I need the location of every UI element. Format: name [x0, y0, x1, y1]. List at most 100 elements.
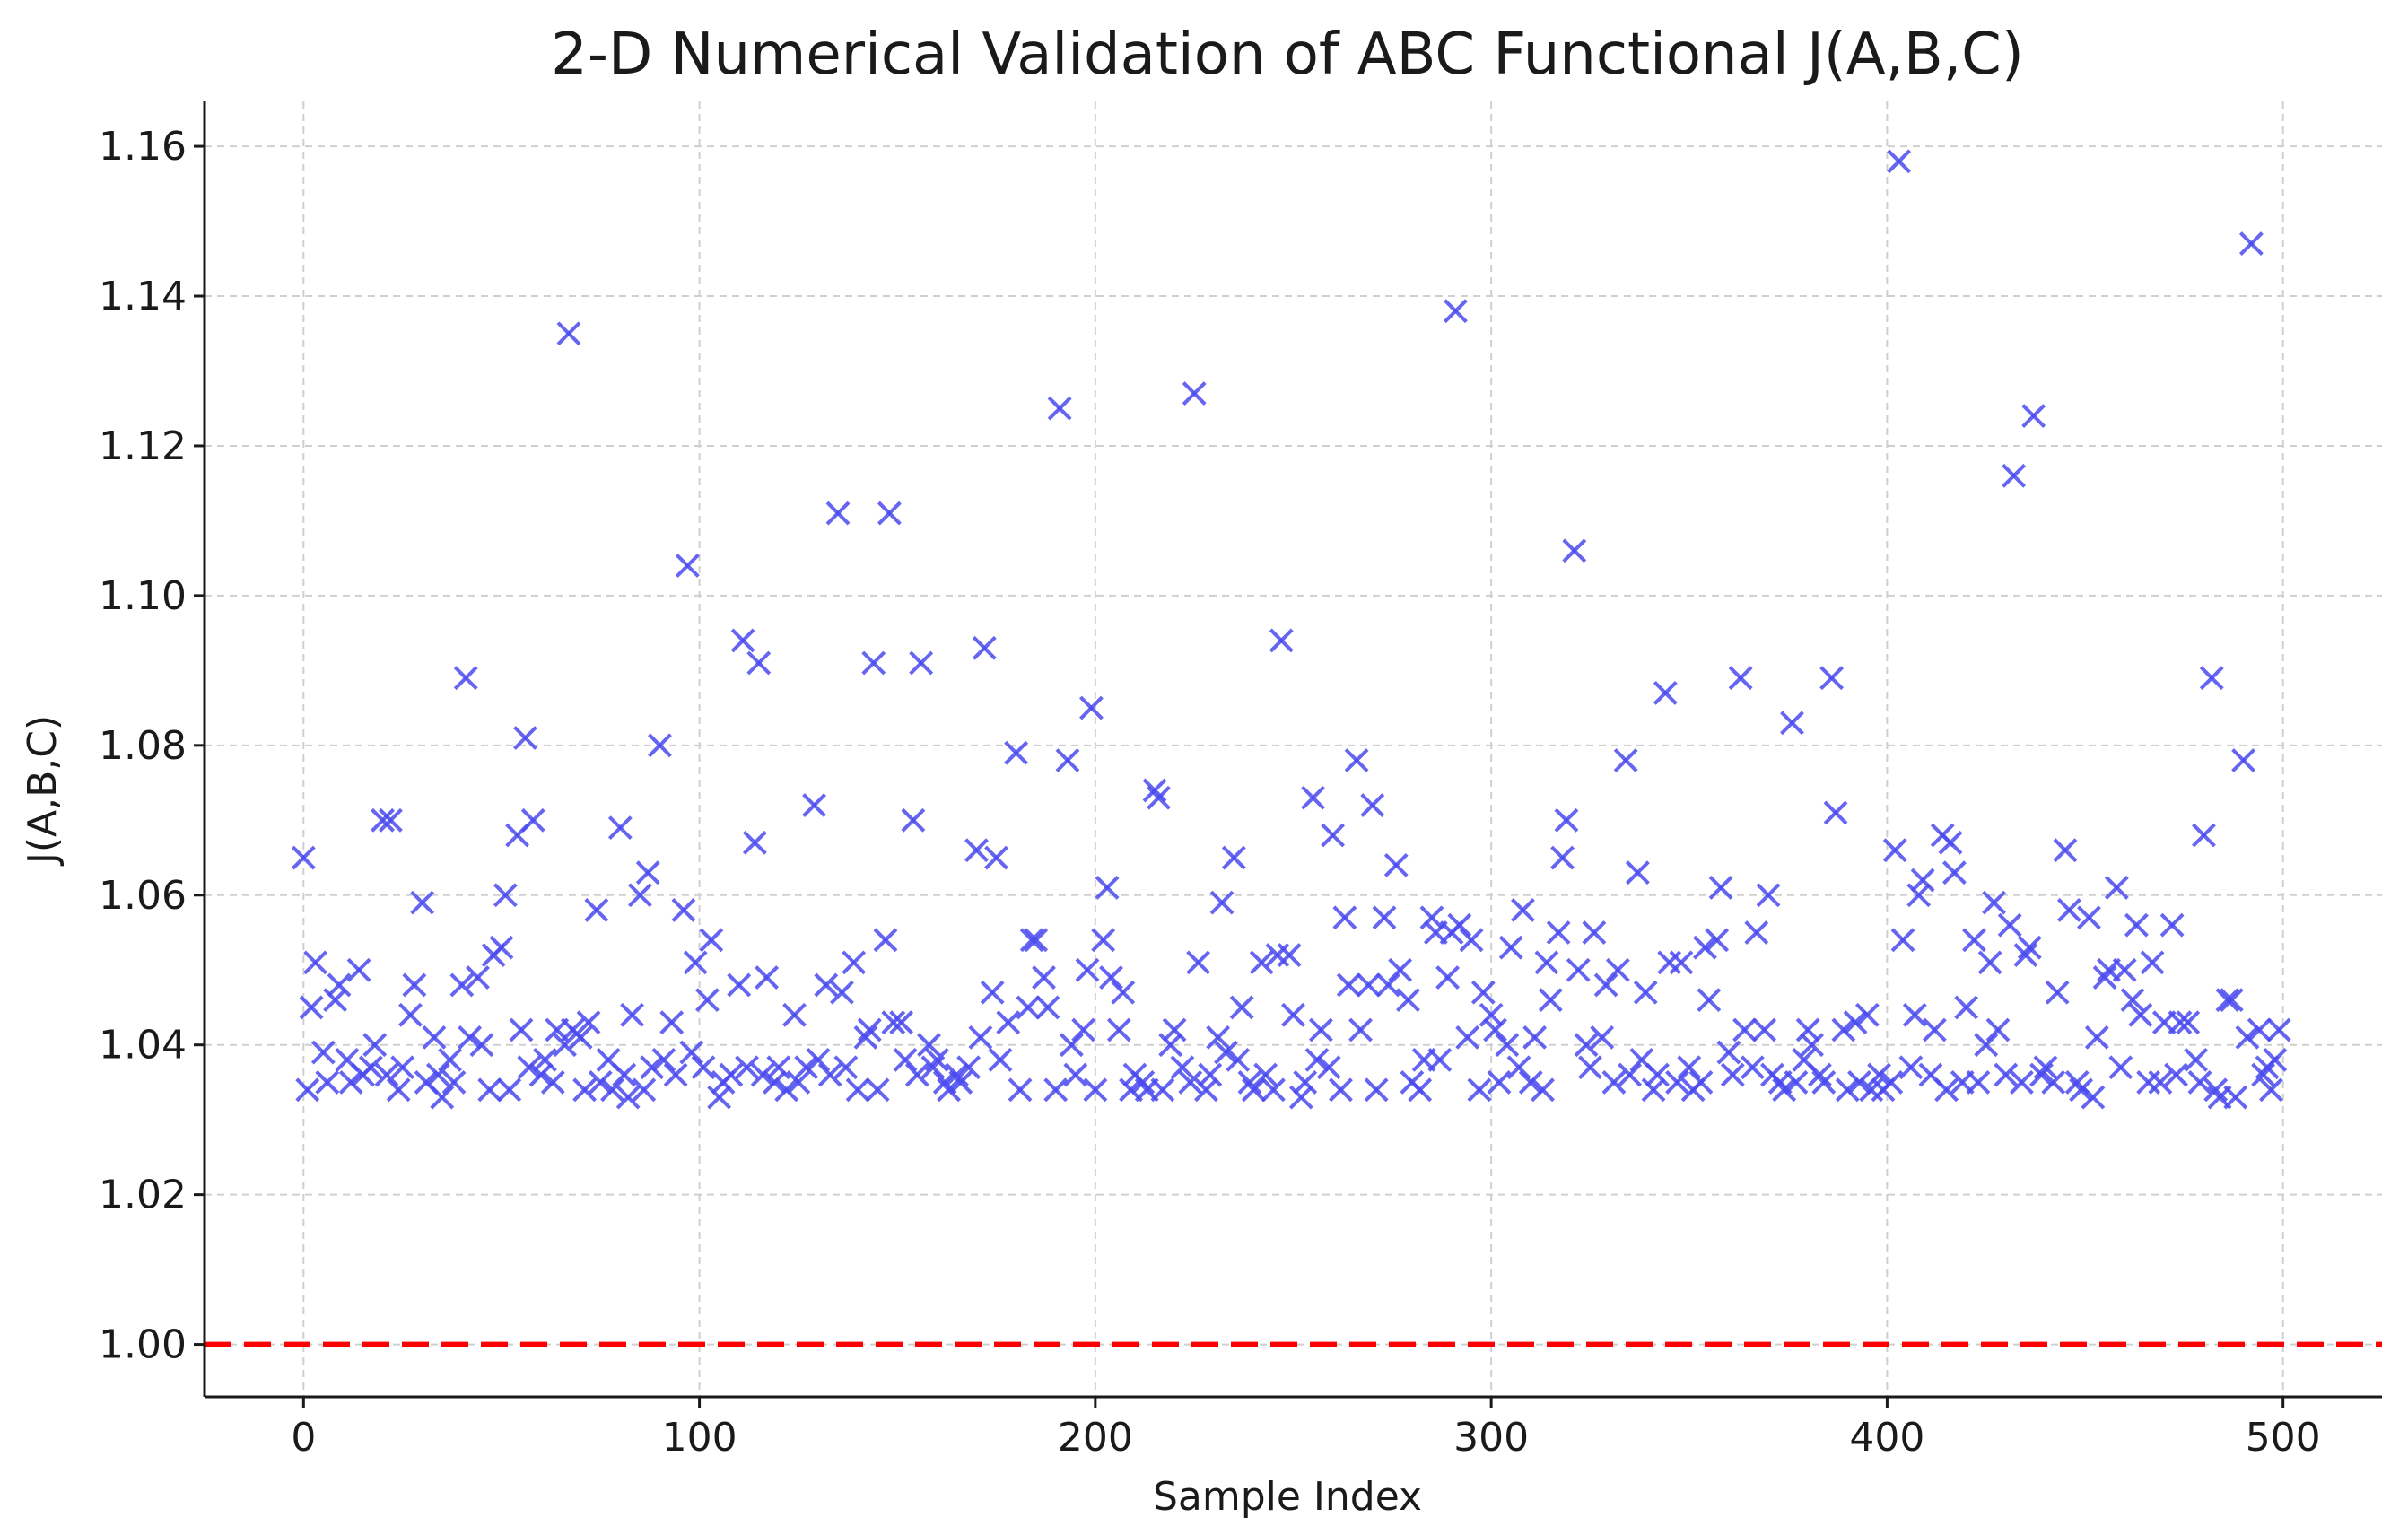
data-point	[362, 1033, 388, 1058]
y-tick-label: 1.14	[99, 274, 187, 319]
data-point	[1221, 845, 1246, 870]
data-point	[857, 1017, 882, 1042]
data-point	[964, 838, 989, 863]
data-point	[1740, 1055, 1765, 1080]
data-point	[1807, 1062, 1832, 1087]
data-point	[1522, 1025, 1548, 1050]
data-point	[1744, 920, 1769, 945]
data-point	[1459, 928, 1484, 953]
data-point	[315, 1070, 340, 1095]
data-point	[1364, 1077, 1389, 1103]
data-point	[1657, 950, 1682, 975]
data-point	[607, 815, 633, 841]
data-point	[651, 1047, 676, 1072]
data-point	[1906, 883, 1932, 908]
data-point	[2251, 1062, 2276, 1087]
data-point	[719, 1062, 744, 1087]
data-point	[540, 1070, 565, 1095]
data-point	[2235, 1025, 2260, 1050]
data-point	[1593, 972, 1618, 998]
data-point	[1550, 845, 1575, 870]
data-point	[1890, 928, 1915, 953]
data-point	[917, 1033, 941, 1058]
data-point	[699, 928, 724, 953]
data-point	[528, 1062, 554, 1087]
data-point	[683, 950, 708, 975]
data-point	[806, 1047, 831, 1072]
data-point	[2053, 838, 2078, 863]
data-point	[1372, 905, 1397, 930]
data-point	[410, 890, 435, 915]
data-point	[2108, 1055, 2133, 1080]
data-point	[2148, 1070, 2173, 1095]
data-point	[782, 1002, 807, 1027]
data-point	[675, 554, 700, 578]
data-point	[386, 1077, 411, 1103]
data-point	[853, 1025, 878, 1050]
data-point	[1645, 1062, 1670, 1087]
data-point	[877, 501, 902, 526]
data-point	[2033, 1055, 2058, 1080]
data-point	[2263, 1047, 2288, 1072]
data-point	[1106, 1017, 1131, 1042]
data-point	[1566, 957, 1591, 982]
data-point	[568, 1025, 593, 1050]
data-point	[1293, 1070, 1318, 1095]
data-point	[1091, 928, 1116, 953]
data-point	[1538, 988, 1563, 1013]
data-point	[1938, 830, 1963, 855]
data-point	[1396, 988, 1420, 1013]
data-point	[438, 1047, 463, 1072]
data-point	[1605, 957, 1630, 982]
data-point	[489, 935, 514, 960]
data-point	[1867, 1062, 1891, 1087]
data-point	[1962, 928, 1986, 953]
data-point	[1601, 1070, 1627, 1095]
data-point	[422, 1025, 447, 1050]
data-point	[786, 1070, 811, 1095]
data-point	[2081, 1085, 2106, 1110]
data-point	[1511, 898, 1535, 922]
data-point	[533, 1047, 557, 1072]
data-point	[1625, 860, 1650, 885]
data-point	[1186, 950, 1211, 975]
data-point	[1934, 1077, 1959, 1103]
data-point	[371, 807, 395, 833]
data-point	[648, 733, 672, 758]
data-point	[1784, 1070, 1809, 1095]
data-point	[299, 995, 324, 1020]
data-point	[746, 650, 772, 676]
x-axis-label: Sample Index	[1153, 1474, 1422, 1520]
grid-layer	[205, 101, 2382, 1397]
data-point	[1498, 935, 1523, 960]
data-point	[2104, 876, 2129, 900]
data-point	[627, 883, 652, 908]
data-point	[1705, 928, 1730, 953]
data-point	[1277, 943, 1302, 967]
data-point	[2021, 404, 2046, 428]
data-point	[1847, 1070, 1871, 1095]
data-point	[1977, 950, 2002, 975]
data-point	[2041, 1070, 2066, 1095]
data-point	[956, 1055, 982, 1080]
data-point	[1241, 1077, 1266, 1103]
y-tick-label: 1.04	[99, 1023, 187, 1068]
data-point	[1083, 1077, 1108, 1103]
data-point	[295, 1077, 320, 1103]
data-point	[1408, 1077, 1433, 1103]
data-point	[2266, 1017, 2291, 1042]
data-point	[889, 1010, 914, 1035]
data-point	[2199, 666, 2224, 691]
points-layer	[291, 149, 2291, 1110]
data-point	[2077, 905, 2101, 930]
data-point	[2184, 1047, 2209, 1072]
data-point	[794, 1055, 819, 1080]
data-point	[659, 1010, 685, 1035]
data-point	[327, 972, 352, 998]
data-point	[1590, 1025, 1615, 1050]
data-point	[2002, 463, 2027, 488]
data-point	[469, 1033, 494, 1058]
data-point	[2168, 1010, 2193, 1035]
data-point	[1982, 890, 2006, 915]
data-point	[1811, 1070, 1837, 1095]
